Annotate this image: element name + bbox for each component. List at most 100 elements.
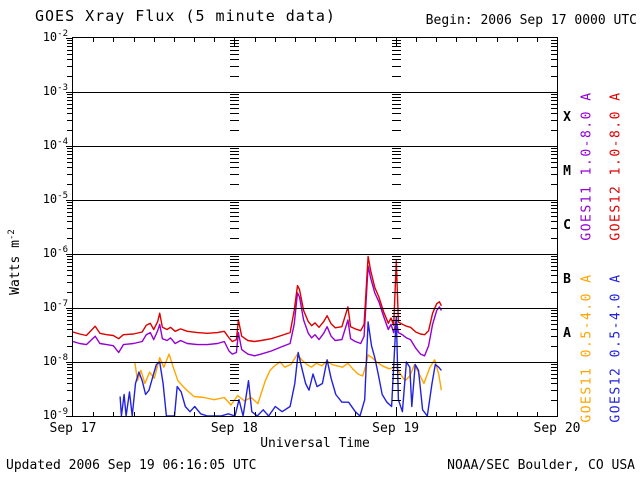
y-minor-tick-right [551, 49, 557, 51]
y-tick-label: 10-9 [42, 407, 68, 422]
day-gridline-dash [391, 364, 401, 366]
y-minor-tick-right [551, 364, 557, 366]
y-minor-tick [67, 151, 73, 153]
day-gridline-dash [391, 59, 401, 61]
y-minor-tick [67, 262, 73, 264]
day-gridline-dash [230, 378, 240, 380]
x-tick-bottom [395, 407, 397, 416]
y-minor-tick-right [551, 211, 557, 213]
y-minor-tick-right [551, 282, 557, 284]
x-tick-top [315, 38, 316, 42]
y-minor-tick [67, 46, 73, 48]
day-gridline-dash [391, 113, 401, 115]
day-gridline-dash [391, 162, 401, 164]
y-minor-tick [67, 43, 73, 45]
y-minor-tick-right [551, 383, 557, 385]
day-gridline-dash [230, 259, 240, 261]
y-tick-label: 10-2 [42, 29, 68, 44]
y-minor-tick-right [551, 54, 557, 56]
x-tick-top [153, 38, 155, 42]
y-minor-tick-right [551, 329, 557, 331]
day-gridline-dash [230, 373, 240, 375]
day-gridline-dash [391, 345, 401, 347]
day-gridline-dash [391, 103, 401, 105]
y-minor-tick [67, 108, 73, 110]
y-minor-tick-right [551, 216, 557, 218]
y-minor-tick [67, 319, 73, 321]
y-minor-tick [67, 370, 73, 372]
y-minor-tick [67, 211, 73, 213]
day-gridline-dash [391, 265, 401, 267]
day-gridline-dash [391, 319, 401, 321]
y-minor-tick [67, 291, 73, 293]
y-minor-tick [67, 390, 73, 392]
y-minor-tick [67, 313, 73, 315]
series-line-goes12-0-5-4-0-a [119, 315, 442, 416]
day-gridline-dash [391, 336, 401, 338]
y-major-tick [66, 37, 73, 39]
y-minor-tick-right [551, 310, 557, 312]
day-gridline-dash [230, 205, 240, 207]
x-tick-bottom [436, 412, 437, 416]
x-tick-top [113, 38, 115, 42]
day-gridline-dash [230, 329, 240, 331]
day-gridline-dash [391, 259, 401, 261]
day-gridline-dash [391, 237, 401, 239]
x-tick-bottom [375, 412, 377, 416]
y-minor-tick [67, 94, 73, 96]
decade-gridline [73, 253, 557, 255]
y-minor-tick-right [551, 40, 557, 42]
day-gridline-dash [391, 202, 401, 204]
y-minor-tick-right [551, 43, 557, 45]
day-gridline-dash [230, 237, 240, 239]
y-minor-tick-right [551, 265, 557, 267]
x-tick-label: Sep 19 [372, 421, 420, 436]
y-minor-tick [67, 373, 73, 375]
y-minor-tick [67, 336, 73, 338]
x-tick-bottom [113, 412, 115, 416]
y-minor-tick-right [551, 256, 557, 258]
y-minor-tick-right [551, 275, 557, 277]
day-gridline-dash [230, 390, 240, 392]
x-tick-top [415, 38, 417, 42]
day-gridline-dash [230, 310, 240, 312]
day-gridline-dash [391, 154, 401, 156]
day-gridline-dash [391, 367, 401, 369]
y-tick-label: 10-3 [42, 83, 68, 98]
x-tick-bottom [173, 412, 175, 416]
day-gridline-dash [391, 148, 401, 150]
y-minor-tick-right [551, 313, 557, 315]
day-gridline-dash [230, 202, 240, 204]
day-gridline-dash [391, 129, 401, 131]
y-minor-tick-right [551, 94, 557, 96]
day-gridline-dash [391, 378, 401, 380]
x-tick-top [335, 38, 337, 42]
y-minor-tick-right [551, 103, 557, 105]
y-minor-tick [67, 367, 73, 369]
x-tick-bottom [415, 412, 417, 416]
day-gridline-dash [391, 324, 401, 326]
x-tick-bottom [214, 412, 216, 416]
y-tick-label: 10-6 [42, 245, 68, 260]
y-minor-tick-right [551, 324, 557, 326]
x-tick-top [194, 38, 195, 42]
y-minor-tick-right [551, 120, 557, 122]
day-gridline-dash [230, 275, 240, 277]
x-axis-title: Universal Time [260, 436, 370, 451]
x-tick-bottom [153, 412, 155, 416]
day-gridline-dash [230, 367, 240, 369]
day-gridline-dash [230, 221, 240, 223]
day-gridline-dash [391, 291, 401, 293]
x-tick-top [93, 38, 95, 42]
day-gridline-dash [230, 370, 240, 372]
day-gridline-dash [391, 228, 401, 230]
day-gridline-dash [230, 399, 240, 401]
day-gridline-dash [230, 94, 240, 96]
day-gridline-dash [230, 319, 240, 321]
decade-gridline [73, 145, 557, 147]
legend-goes12-long: GOES12 1.0-8.0 A [608, 91, 624, 241]
day-gridline-dash [391, 316, 401, 318]
legend-goes11-short: GOES11 0.5-4.0 A [579, 273, 595, 423]
x-tick-bottom [274, 412, 276, 416]
day-gridline-dash [230, 324, 240, 326]
